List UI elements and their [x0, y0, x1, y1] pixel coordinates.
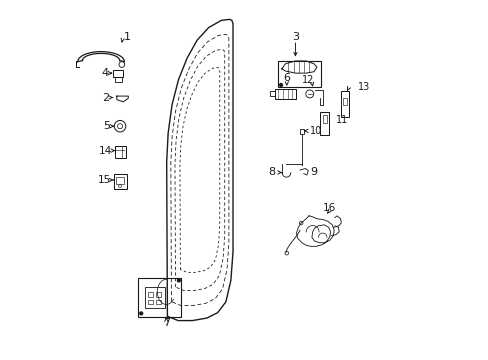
Bar [147, 292, 152, 297]
Text: 13: 13 [357, 82, 369, 92]
Text: 8: 8 [268, 167, 275, 177]
Text: 11: 11 [335, 115, 347, 125]
Text: 15: 15 [98, 175, 111, 185]
Text: 4: 4 [101, 68, 108, 78]
Bar [270, 91, 274, 96]
Text: 7: 7 [163, 319, 169, 328]
Bar [113, 174, 126, 189]
Bar [115, 146, 126, 158]
Bar [155, 300, 160, 305]
Bar [274, 89, 296, 99]
Circle shape [140, 312, 142, 315]
Text: 1: 1 [123, 32, 130, 41]
Bar [116, 177, 123, 184]
Bar [343, 98, 346, 105]
Bar [322, 116, 326, 123]
Text: 6: 6 [283, 73, 290, 83]
Bar [112, 70, 122, 77]
Circle shape [279, 84, 282, 86]
Text: 10: 10 [309, 126, 322, 136]
Bar [147, 300, 152, 305]
Bar [278, 61, 321, 87]
Bar [144, 287, 164, 308]
Text: 14: 14 [99, 145, 112, 156]
Bar [340, 91, 348, 117]
Bar [155, 292, 160, 297]
Bar [138, 278, 181, 317]
Circle shape [177, 279, 180, 282]
Text: 2: 2 [102, 93, 109, 103]
Text: 5: 5 [103, 121, 110, 131]
Text: 3: 3 [291, 32, 298, 42]
Bar [300, 129, 303, 134]
Text: 9: 9 [309, 167, 316, 177]
Text: 12: 12 [302, 75, 314, 85]
Text: 16: 16 [322, 203, 335, 213]
Bar [319, 112, 328, 135]
Bar [115, 77, 122, 82]
